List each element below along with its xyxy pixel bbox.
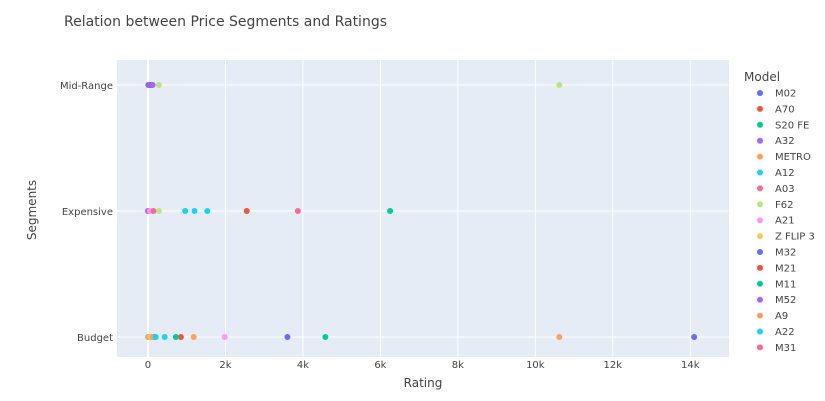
plot-area (117, 60, 729, 357)
legend-item[interactable]: A9 (757, 311, 788, 322)
data-point[interactable] (191, 208, 198, 214)
legend-marker (757, 185, 763, 192)
legend-label: A21 (775, 216, 795, 227)
legend-label: METRO (775, 152, 811, 163)
x-tick-label: 14k (681, 360, 700, 371)
data-point[interactable] (177, 334, 184, 340)
legend-label: A03 (775, 184, 795, 195)
gridlines (117, 60, 729, 357)
y-tick-label: Mid-Range (60, 81, 113, 92)
legend-label: M02 (775, 89, 796, 100)
data-point[interactable] (161, 334, 168, 340)
data-point[interactable] (556, 82, 563, 88)
legend-marker (757, 137, 763, 144)
legend-marker (757, 264, 763, 271)
legend-item[interactable]: A03 (757, 184, 795, 195)
data-point[interactable] (322, 334, 329, 340)
legend-marker (757, 153, 763, 160)
data-point[interactable] (172, 334, 179, 340)
data-point[interactable] (155, 82, 162, 88)
legend-marker (757, 296, 763, 303)
x-tick-label: 4k (297, 360, 309, 371)
data-point[interactable] (149, 82, 156, 88)
legend-label: M32 (775, 248, 796, 259)
legend-marker (757, 105, 763, 112)
legend-marker (757, 328, 763, 335)
y-tick-labels: Budget Expensive Mid-Range (60, 81, 113, 344)
legend-label: A12 (775, 168, 795, 179)
data-point[interactable] (182, 208, 189, 214)
legend-label: F62 (775, 200, 793, 211)
data-point[interactable] (387, 208, 394, 214)
legend-label: Z FLIP 3 (775, 232, 815, 243)
data-point[interactable] (284, 334, 291, 340)
legend-item[interactable]: A70 (757, 104, 795, 115)
legend-item[interactable]: A32 (757, 136, 795, 147)
legend-title: Model (744, 70, 780, 84)
x-tick-label: 10k (526, 360, 545, 371)
legend-label: A70 (775, 104, 795, 115)
data-point[interactable] (221, 334, 228, 340)
legend-label: S20 FE (775, 120, 809, 131)
legend[interactable]: M02 A70 S20 FE A32 METRO A12 A03 F62 A21 Z FLIP 3… (757, 89, 815, 354)
legend-item[interactable]: A22 (757, 327, 795, 338)
data-points (144, 82, 698, 340)
legend-item[interactable]: M02 (757, 89, 796, 100)
chart-title: Relation between Price Segments and Rati… (64, 14, 387, 30)
legend-marker (757, 344, 763, 351)
legend-item[interactable]: A21 (757, 216, 795, 227)
legend-item[interactable]: M52 (757, 295, 796, 306)
data-point[interactable] (243, 208, 250, 214)
legend-label: M52 (775, 295, 796, 306)
legend-label: M11 (775, 279, 796, 290)
legend-item[interactable]: F62 (757, 200, 793, 211)
data-point[interactable] (155, 208, 162, 214)
legend-item[interactable]: A12 (757, 168, 795, 179)
x-tick-label: 8k (452, 360, 464, 371)
x-axis-title: Rating (404, 376, 443, 390)
legend-marker (757, 217, 763, 224)
legend-marker (757, 233, 763, 240)
data-point[interactable] (556, 334, 563, 340)
data-point[interactable] (150, 208, 157, 214)
legend-label: A9 (775, 311, 788, 322)
y-tick-label: Expensive (62, 207, 113, 218)
legend-marker (757, 90, 763, 96)
x-tick-label: 0 (145, 360, 151, 371)
x-tick-label: 12k (604, 360, 623, 371)
legend-label: A32 (775, 136, 795, 147)
data-point[interactable] (294, 208, 301, 214)
data-point[interactable] (190, 334, 197, 340)
legend-item[interactable]: M32 (757, 248, 796, 259)
legend-marker (757, 312, 763, 319)
x-tick-label: 2k (219, 360, 231, 371)
legend-item[interactable]: Z FLIP 3 (757, 232, 815, 243)
x-tick-label: 6k (374, 360, 386, 371)
legend-marker (757, 249, 763, 255)
legend-item[interactable]: METRO (757, 152, 811, 163)
data-point[interactable] (204, 208, 211, 214)
data-point[interactable] (152, 334, 159, 340)
legend-item[interactable]: S20 FE (757, 120, 809, 131)
legend-label: M21 (775, 263, 796, 274)
x-tick-labels: 0 2k 4k 6k 8k 10k 12k 14k (145, 360, 700, 371)
legend-label: A22 (775, 327, 795, 338)
legend-item[interactable]: M31 (757, 343, 796, 354)
legend-item[interactable]: M11 (757, 279, 796, 290)
y-axis-title: Segments (25, 180, 39, 240)
legend-marker (757, 280, 763, 287)
legend-marker (757, 201, 763, 208)
legend-marker (757, 121, 763, 128)
legend-label: M31 (775, 343, 796, 354)
y-tick-label: Budget (77, 333, 113, 344)
data-point[interactable] (691, 334, 698, 340)
legend-item[interactable]: M21 (757, 263, 796, 274)
legend-marker (757, 169, 763, 176)
